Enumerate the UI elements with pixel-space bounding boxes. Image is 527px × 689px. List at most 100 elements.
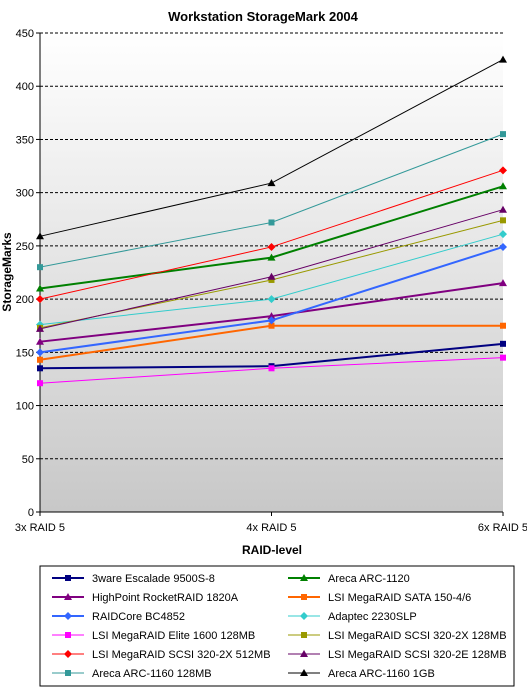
data-point bbox=[499, 182, 507, 190]
legend-label: LSI MegaRAID Elite 1600 128MB bbox=[92, 630, 255, 642]
y-tick-label: 0 bbox=[28, 507, 34, 519]
legend-swatch-marker bbox=[64, 612, 72, 620]
legend-label: RAIDCore BC4852 bbox=[92, 611, 185, 623]
data-point bbox=[37, 365, 43, 372]
legend-item: Adaptec 2230SLP bbox=[288, 611, 417, 623]
legend-swatch-marker bbox=[300, 650, 308, 657]
legend-swatch-marker bbox=[300, 669, 308, 676]
legend-item: 3ware Escalade 9500S-8 bbox=[52, 573, 215, 585]
data-point bbox=[268, 276, 275, 283]
x-tick-label: 4x RAID 5 bbox=[246, 522, 296, 534]
legend-swatch-marker bbox=[301, 632, 307, 638]
data-point bbox=[36, 232, 44, 240]
y-tick-label: 350 bbox=[16, 134, 34, 146]
data-point bbox=[36, 284, 44, 292]
legend-label: Areca ARC-1160 1GB bbox=[328, 668, 435, 680]
series-12 bbox=[36, 55, 507, 240]
data-point bbox=[500, 217, 506, 224]
data-point bbox=[267, 179, 276, 187]
series-7 bbox=[37, 354, 506, 387]
legend-item: Areca ARC-1160 1GB bbox=[288, 668, 435, 680]
y-tick-label: 100 bbox=[16, 401, 34, 413]
data-point bbox=[499, 166, 507, 175]
data-point bbox=[36, 337, 44, 345]
data-point bbox=[267, 242, 276, 251]
legend-label: LSI MegaRAID SCSI 320-2X 512MB bbox=[92, 649, 271, 661]
legend-swatch-marker bbox=[65, 670, 71, 676]
data-point bbox=[37, 264, 43, 271]
data-point bbox=[500, 322, 506, 329]
legend-item: LSI MegaRAID SCSI 320-2X 128MB bbox=[288, 630, 507, 642]
data-point bbox=[37, 380, 43, 387]
series-3 bbox=[36, 279, 507, 345]
data-point bbox=[267, 253, 276, 261]
x-tick-label: 6x RAID 5 bbox=[478, 522, 527, 534]
y-tick-label: 200 bbox=[16, 294, 34, 306]
y-tick-label: 450 bbox=[16, 28, 34, 40]
plot-area: 0 50 100 150 200 250 300 350 400 450 3x RAID 5 4x R… bbox=[15, 28, 527, 534]
legend-swatch-marker bbox=[300, 612, 308, 620]
legend-item: Areca ARC-1160 128MB bbox=[52, 668, 212, 680]
data-point bbox=[267, 295, 276, 304]
y-tick-label: 400 bbox=[16, 81, 34, 93]
legend-item: LSI MegaRAID SCSI 320-2X 512MB bbox=[52, 649, 271, 661]
y-tick-label: 150 bbox=[16, 347, 34, 359]
legend-item: LSI MegaRAID SCSI 320-2E 128MB bbox=[288, 649, 507, 661]
data-point bbox=[499, 279, 507, 287]
series-5 bbox=[36, 242, 507, 357]
legend-label: LSI MegaRAID SCSI 320-2X 128MB bbox=[328, 630, 507, 642]
data-point bbox=[36, 324, 44, 332]
data-point bbox=[499, 205, 507, 213]
y-tick-label: 300 bbox=[16, 188, 34, 200]
legend-item: RAIDCore BC4852 bbox=[52, 611, 185, 623]
legend-swatch-marker bbox=[300, 574, 308, 581]
chart-title: Workstation StorageMark 2004 bbox=[168, 9, 359, 24]
x-axis-label: RAID-level bbox=[242, 543, 302, 557]
data-point bbox=[36, 295, 44, 304]
data-point bbox=[268, 219, 275, 226]
data-point bbox=[267, 316, 276, 325]
data-point bbox=[499, 230, 507, 239]
y-axis-label: StorageMarks bbox=[0, 232, 14, 312]
legend-item: HighPoint RocketRAID 1820A bbox=[52, 592, 239, 604]
legend-swatch-marker bbox=[301, 594, 307, 600]
series-2 bbox=[36, 182, 507, 292]
legend-swatch-marker bbox=[64, 593, 72, 600]
data-point bbox=[500, 340, 506, 347]
data-point bbox=[267, 312, 276, 320]
legend-label: Adaptec 2230SLP bbox=[328, 611, 417, 623]
legend-label: 3ware Escalade 9500S-8 bbox=[92, 573, 215, 585]
legend-item: LSI MegaRAID SATA 150-4/6 bbox=[288, 592, 471, 604]
legend-item: Areca ARC-1120 bbox=[288, 573, 410, 585]
legend-label: Areca ARC-1160 128MB bbox=[92, 668, 212, 680]
data-point bbox=[500, 131, 506, 138]
legend-item: LSI MegaRAID Elite 1600 128MB bbox=[52, 630, 255, 642]
legend-label: HighPoint RocketRAID 1820A bbox=[92, 592, 239, 604]
data-point bbox=[267, 272, 276, 280]
data-point bbox=[500, 354, 506, 361]
data-point bbox=[499, 55, 507, 63]
y-tick-label: 50 bbox=[22, 454, 34, 466]
data-point bbox=[268, 322, 275, 329]
legend-label: LSI MegaRAID SATA 150-4/6 bbox=[328, 592, 471, 604]
legend-swatch-marker bbox=[64, 650, 72, 658]
legend-label: LSI MegaRAID SCSI 320-2E 128MB bbox=[328, 649, 507, 661]
series-9 bbox=[36, 166, 507, 304]
legend-swatch-marker bbox=[65, 575, 71, 581]
data-point bbox=[268, 365, 275, 372]
legend-label: Areca ARC-1120 bbox=[328, 573, 410, 585]
legend: 3ware Escalade 9500S-8 Areca ARC-1120 High… bbox=[39, 565, 515, 687]
series-10 bbox=[36, 205, 507, 332]
plot-background bbox=[40, 33, 503, 512]
data-point bbox=[499, 242, 507, 251]
data-point bbox=[37, 356, 43, 363]
y-tick-label: 250 bbox=[16, 241, 34, 253]
legend-swatch-marker bbox=[65, 632, 71, 638]
series-11 bbox=[37, 131, 506, 271]
series-4 bbox=[37, 322, 506, 363]
data-point bbox=[36, 348, 44, 357]
x-tick-label: 3x RAID 5 bbox=[15, 522, 65, 534]
legend-box bbox=[39, 565, 515, 687]
